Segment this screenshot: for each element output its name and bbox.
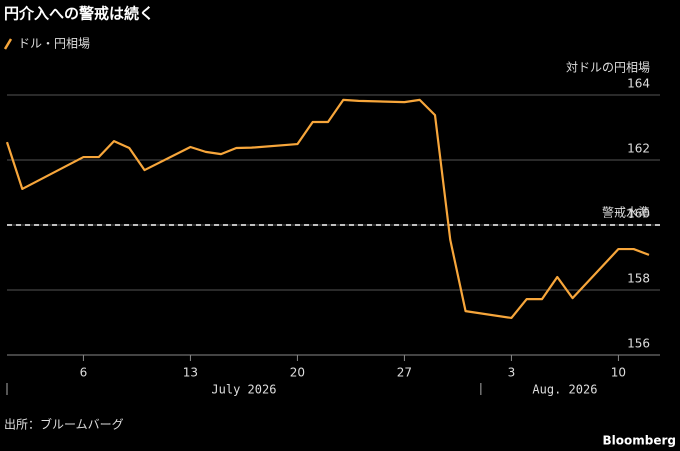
brand: Bloomberg: [603, 434, 677, 448]
x-tick-label: 27: [397, 366, 412, 380]
month-label: July 2026: [211, 383, 276, 397]
y-tick-label: 160: [627, 207, 650, 221]
y-axis-title: 対ドルの円相場: [566, 61, 650, 75]
chart-title: 円介入への警戒は続く: [4, 5, 154, 23]
x-tick-label: 6: [80, 366, 88, 380]
x-tick-label: 13: [183, 366, 198, 380]
x-tick-label: 10: [611, 366, 626, 380]
x-tick-label: 20: [290, 366, 305, 380]
legend-label: ドル・円相場: [18, 37, 90, 51]
y-tick-label: 156: [627, 337, 650, 351]
legend-swatch: [3, 38, 13, 50]
y-tick-label: 158: [627, 272, 650, 286]
line: [5, 98, 650, 320]
x-tick-label: 3: [508, 366, 516, 380]
y-tick-label: 162: [627, 142, 650, 156]
reference-label: 警戒水準: [602, 205, 650, 220]
y-tick-label: 164: [627, 77, 650, 91]
source: 出所：ブルームバーグ: [4, 417, 124, 432]
month-label: Aug. 2026: [532, 383, 597, 397]
